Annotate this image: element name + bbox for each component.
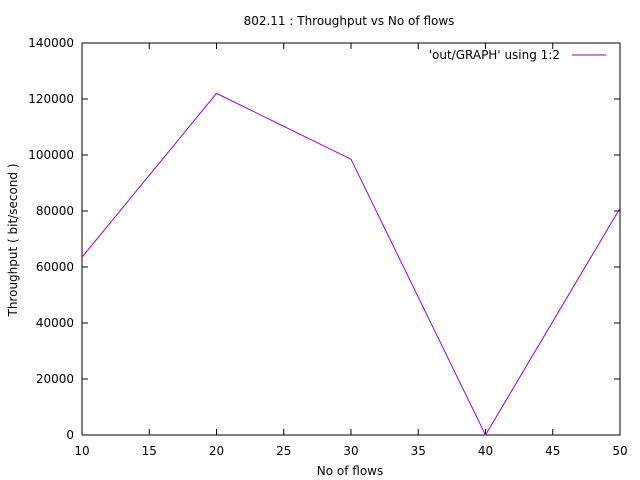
y-tick-label: 80000 [36,204,74,218]
y-tick-label: 100000 [28,148,74,162]
x-tick-label: 10 [74,444,89,458]
data-point [484,434,487,436]
x-axis-label: No of flows [317,464,383,478]
y-tick-label: 20000 [36,372,74,386]
x-axis-ticks: 10 15 20 25 30 35 40 45 50 [74,43,628,458]
y-tick-label: 60000 [36,260,74,274]
legend-label: 'out/GRAPH' using 1:2 [429,48,560,62]
series-line [81,92,621,437]
chart-title: 802.11 : Throughput vs No of flows [244,14,455,28]
data-point [81,256,83,258]
y-tick-label: 0 [66,428,74,442]
x-tick-label: 40 [478,444,493,458]
x-tick-label: 20 [209,444,224,458]
x-tick-label: 25 [276,444,291,458]
y-tick-label: 120000 [28,92,74,106]
y-axis-label: Throughput ( bit/second ) [6,163,20,317]
data-point [350,158,352,160]
data-point [619,207,621,209]
x-tick-label: 45 [545,444,560,458]
legend: 'out/GRAPH' using 1:2 [429,48,606,62]
y-axis-ticks: 0 20000 40000 60000 80000 100000 120000 140000 [28,36,620,442]
y-tick-label: 40000 [36,316,74,330]
x-tick-label: 30 [343,444,358,458]
x-tick-label: 15 [142,444,157,458]
x-tick-label: 50 [612,444,627,458]
y-tick-label: 140000 [28,36,74,50]
plot-frame [81,42,621,436]
data-point [215,92,218,94]
x-tick-label: 35 [411,444,426,458]
